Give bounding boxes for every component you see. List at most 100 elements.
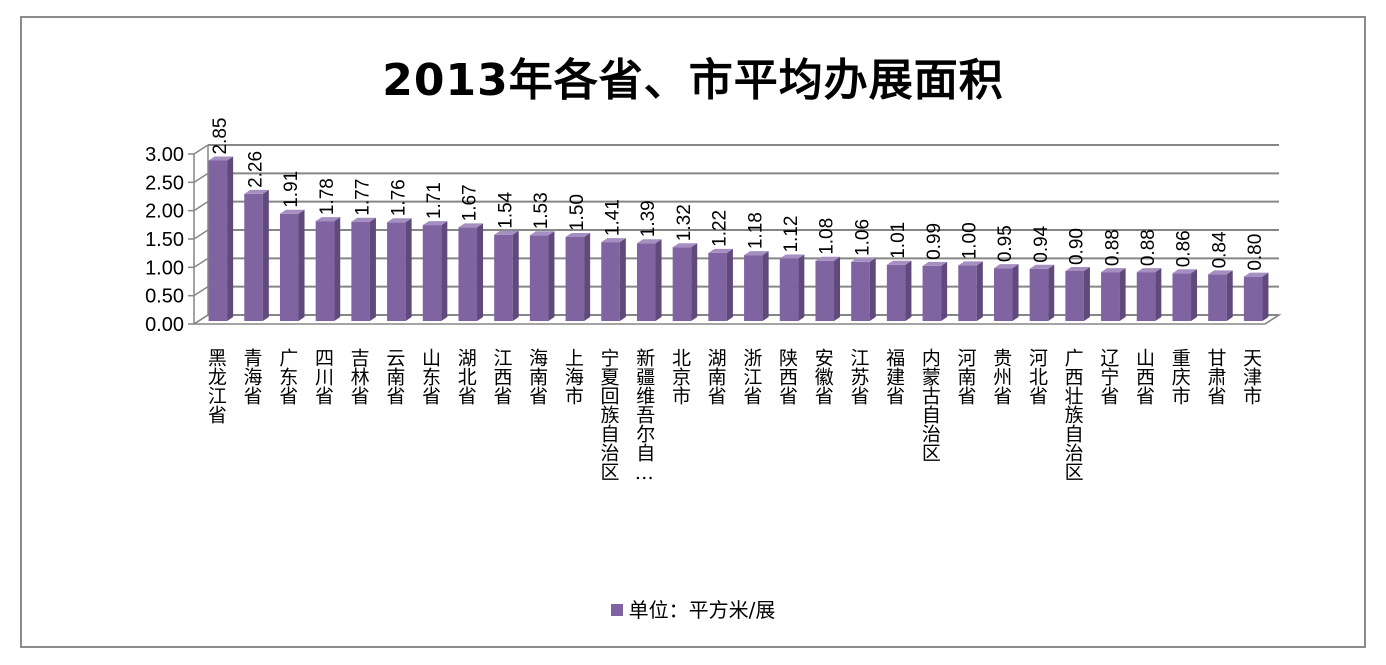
y-tick-label: 1.50 bbox=[145, 229, 184, 251]
bar-side bbox=[262, 189, 269, 321]
bar bbox=[1208, 274, 1227, 321]
x-tick-label: 山西省 bbox=[1133, 348, 1155, 405]
chart-frame bbox=[20, 16, 1366, 648]
bar-top bbox=[993, 264, 1019, 269]
bar-side bbox=[798, 254, 805, 321]
data-label: 0.88 bbox=[1102, 229, 1123, 266]
grid-layer bbox=[193, 144, 1279, 325]
bar bbox=[208, 160, 228, 321]
data-label: 1.41 bbox=[603, 199, 624, 236]
bar bbox=[565, 237, 585, 321]
data-label: 1.18 bbox=[745, 212, 766, 249]
bar-top bbox=[458, 223, 484, 228]
bar-top bbox=[779, 254, 805, 259]
bar-side bbox=[227, 156, 234, 321]
y-tick-label: 2.50 bbox=[145, 172, 184, 194]
bar bbox=[672, 247, 692, 321]
bar-top bbox=[208, 156, 234, 161]
y-tick-label: 3.00 bbox=[145, 144, 184, 166]
y-tick-label: 0.50 bbox=[145, 286, 184, 308]
x-tick-label: 浙江省 bbox=[740, 348, 762, 405]
bar-top bbox=[815, 256, 841, 261]
data-label: 1.78 bbox=[317, 178, 338, 215]
bar-top bbox=[279, 209, 305, 214]
bar-top bbox=[351, 217, 376, 222]
x-tick-label: 河北省 bbox=[1026, 348, 1048, 405]
x-tick-label: 江西省 bbox=[490, 348, 512, 405]
bar-side bbox=[369, 217, 376, 321]
legend: 单位：平方米/展 bbox=[0, 594, 1386, 623]
bar-side bbox=[726, 248, 733, 321]
data-label: 2.26 bbox=[246, 151, 267, 188]
bar-side bbox=[834, 256, 841, 321]
bar-side bbox=[976, 261, 983, 321]
bar-side bbox=[655, 239, 662, 321]
bar bbox=[422, 225, 442, 321]
bar bbox=[958, 265, 977, 321]
bar bbox=[244, 193, 263, 321]
gridline-side bbox=[193, 172, 209, 183]
x-tick-label: 青海省 bbox=[241, 348, 263, 405]
bar-side bbox=[1119, 268, 1126, 321]
x-tick-label: 吉林省 bbox=[348, 348, 370, 405]
y-tick-label: 1.00 bbox=[145, 257, 184, 279]
x-tick-label: 天津市 bbox=[1240, 348, 1262, 405]
x-tick-label: 黑龙江省 bbox=[205, 348, 227, 424]
data-label: 1.77 bbox=[353, 179, 374, 216]
bar-top bbox=[494, 230, 519, 235]
bar-side bbox=[905, 260, 912, 321]
data-label: 1.54 bbox=[495, 191, 516, 228]
x-tick-label: 上海市 bbox=[562, 348, 584, 405]
bar-top bbox=[244, 189, 269, 194]
data-label: 1.01 bbox=[888, 222, 909, 259]
x-tick-label: 宁夏回族自治区 bbox=[598, 348, 620, 481]
bar-top bbox=[851, 257, 876, 262]
bar bbox=[636, 243, 656, 321]
bar bbox=[779, 258, 799, 321]
gridline-side bbox=[193, 201, 209, 212]
data-label: 0.95 bbox=[995, 225, 1016, 262]
bar bbox=[351, 221, 370, 321]
x-tick-label: 贵州省 bbox=[990, 348, 1012, 405]
bar-side bbox=[298, 209, 305, 321]
bar bbox=[851, 261, 870, 321]
x-tick-label: 重庆市 bbox=[1169, 348, 1191, 405]
x-tick-label: 北京市 bbox=[669, 348, 691, 405]
bar bbox=[744, 255, 763, 321]
x-tick-label: 广东省 bbox=[276, 348, 298, 405]
bar-side bbox=[1226, 270, 1233, 321]
bar bbox=[1136, 272, 1156, 321]
bar-top bbox=[1101, 268, 1126, 273]
data-label: 1.53 bbox=[531, 192, 552, 229]
bar bbox=[886, 264, 906, 321]
data-label: 0.94 bbox=[1031, 225, 1052, 262]
bar-top bbox=[529, 231, 555, 236]
bar-side bbox=[405, 218, 412, 321]
gridline-side bbox=[193, 257, 209, 268]
bar bbox=[279, 213, 299, 321]
x-tick-label: 江苏省 bbox=[847, 348, 869, 405]
bar-side bbox=[1012, 264, 1019, 321]
bar-side bbox=[512, 230, 519, 321]
bar-side bbox=[441, 221, 448, 321]
data-label: 1.91 bbox=[281, 171, 302, 208]
data-label: 1.06 bbox=[852, 219, 873, 256]
bar-side bbox=[584, 233, 591, 321]
x-tick-label: 广西壮族自治区 bbox=[1062, 348, 1084, 481]
bar bbox=[1029, 268, 1049, 321]
bar bbox=[922, 265, 942, 321]
bar-top bbox=[636, 239, 662, 244]
bar bbox=[1172, 273, 1192, 321]
data-label: 1.08 bbox=[817, 218, 838, 255]
bar-top bbox=[744, 251, 769, 256]
bar-top bbox=[565, 233, 591, 237]
legend-label: 单位：平方米/展 bbox=[628, 598, 776, 622]
y-tick-label: 2.00 bbox=[145, 201, 184, 223]
data-label: 0.99 bbox=[924, 223, 945, 260]
x-tick-label: 安徽省 bbox=[812, 348, 834, 405]
bar-side bbox=[1155, 268, 1162, 321]
legend-swatch bbox=[610, 603, 623, 616]
data-label: 1.12 bbox=[781, 216, 802, 253]
data-label: 0.90 bbox=[1067, 228, 1088, 265]
bar-top bbox=[1208, 270, 1233, 275]
